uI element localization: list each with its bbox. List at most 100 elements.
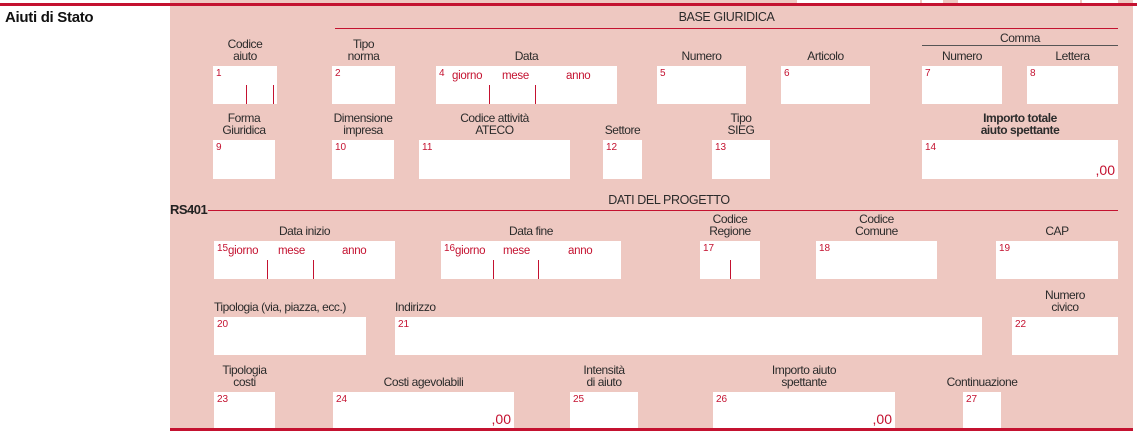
field-number: 24 [336, 394, 348, 405]
digit-separator [273, 85, 274, 104]
field-number: 2 [335, 68, 341, 79]
digit-separator [538, 260, 539, 279]
field-number: 11 [422, 142, 433, 153]
date-day-label: giorno [228, 245, 259, 257]
field-4-input[interactable]: Data 4 giorno mese anno [436, 50, 617, 104]
field-13-label: Tipo SIEG [727, 111, 755, 137]
date-day-label: giorno [455, 245, 486, 257]
digit-separator [489, 85, 490, 104]
date-month-label: mese [502, 70, 529, 82]
date-month-label: mese [503, 245, 530, 257]
field-1-input[interactable]: Codice aiuto 1 [213, 38, 277, 104]
row-code: RS401 [170, 202, 208, 217]
field-number: 7 [925, 68, 931, 79]
dati-progetto-heading: DATI DEL PROGETTO [608, 193, 730, 207]
section-title: Aiuti di Stato [5, 9, 94, 26]
field-number: 1 [216, 68, 222, 79]
form-panel [170, 0, 1133, 430]
field-2-input[interactable]: Tipo norma 2 [332, 38, 395, 104]
digit-separator [246, 85, 247, 104]
field-13-input[interactable]: Tipo SIEG 13 [712, 112, 770, 179]
base-giuridica-rule [335, 28, 1118, 29]
field-10-label: Dimensione impresa [333, 111, 393, 137]
digit-separator [535, 85, 536, 104]
field-27-input[interactable]: Continuazione 27 [947, 376, 1018, 428]
field-number: 22 [1015, 319, 1027, 330]
comma-rule [922, 45, 1118, 46]
field-12-input[interactable]: Settore 12 [603, 124, 642, 179]
field-27-label: Continuazione [946, 375, 1018, 389]
date-year-label: anno [566, 70, 591, 82]
field-24-input[interactable]: Costi agevolabili 24 ,00 [333, 376, 514, 428]
field-20-input[interactable]: Tipologia (via, piazza, ecc.) 20 [214, 301, 366, 355]
field-number: 23 [217, 394, 229, 405]
field-16-input[interactable]: Data fine 16 giorno mese anno [441, 225, 621, 279]
field-15-input[interactable]: Data inizio 15 giorno mese anno [214, 225, 395, 279]
field-14-input[interactable]: Importo totale aiuto spettante 14 ,00 [922, 112, 1118, 179]
field-26-input[interactable]: Importo aiuto spettante 26 ,00 [713, 364, 895, 428]
field-number: 18 [819, 243, 831, 254]
field-2-label: Tipo norma [347, 37, 380, 63]
field-number: 13 [715, 142, 727, 153]
field-20-label: Tipologia (via, piazza, ecc.) [214, 300, 346, 314]
field-number: 6 [784, 68, 790, 79]
field-21-label: Indirizzo [395, 300, 436, 314]
field-number: 25 [573, 394, 585, 405]
field-7-input[interactable]: Numero 7 [922, 50, 1002, 104]
comma-heading: Comma [999, 31, 1040, 45]
field-6-label: Articolo [807, 49, 844, 63]
bottom-divider [170, 428, 1133, 431]
digit-separator [493, 260, 494, 279]
prev-field-box [1082, 0, 1118, 3]
field-number: 27 [966, 394, 978, 405]
prev-field-box [797, 0, 920, 3]
field-9-input[interactable]: Forma Giuridica 9 [213, 112, 275, 179]
field-8-label: Lettera [1055, 49, 1090, 63]
field-number: 19 [999, 243, 1011, 254]
field-number: 21 [398, 319, 410, 330]
date-month-label: mese [278, 245, 305, 257]
field-14-label: Importo totale aiuto spettante [980, 111, 1060, 137]
field-19-label: CAP [1045, 224, 1069, 238]
field-23-label: Tipologia costi [222, 363, 267, 389]
digit-separator [730, 260, 731, 279]
field-5-input[interactable]: Numero 5 [657, 50, 746, 104]
field-5-label: Numero [681, 49, 722, 63]
field-10-input[interactable]: Dimensione impresa 10 [332, 112, 394, 179]
field-25-label: Intensità di aiuto [583, 363, 625, 389]
field-17-input[interactable]: Codice Regione 17 [700, 213, 760, 279]
dati-progetto-rule [208, 210, 1118, 211]
field-11-label: Codice attività ATECO [460, 111, 529, 137]
field-12-label: Settore [604, 123, 641, 137]
date-year-label: anno [568, 245, 593, 257]
field-11-input[interactable]: Codice attività ATECO 11 [419, 112, 570, 179]
field-19-input[interactable]: CAP 19 [996, 225, 1118, 279]
field-number: 8 [1030, 68, 1036, 79]
field-number: 16 [444, 243, 456, 254]
decimal-suffix: ,00 [1095, 162, 1115, 178]
field-16-label: Data fine [509, 224, 553, 238]
field-1-label: Codice aiuto [227, 37, 263, 63]
field-22-input[interactable]: Numero civico 22 [1012, 289, 1118, 355]
field-18-input[interactable]: Codice Comune 18 [816, 213, 937, 279]
field-15-label: Data inizio [278, 224, 331, 238]
field-number: 17 [703, 243, 715, 254]
field-number: 10 [335, 142, 347, 153]
date-year-label: anno [342, 245, 367, 257]
digit-separator [313, 260, 314, 279]
field-23-input[interactable]: Tipologia costi 23 [214, 364, 275, 428]
field-number: 5 [660, 68, 666, 79]
field-26-label: Importo aiuto spettante [771, 363, 837, 389]
field-7-label: Numero [942, 49, 982, 63]
field-number: 4 [439, 68, 445, 79]
field-number: 15 [217, 243, 229, 254]
prev-field-box [958, 0, 1080, 3]
field-25-input[interactable]: Intensità di aiuto 25 [570, 364, 638, 428]
date-day-label: giorno [452, 70, 483, 82]
digit-separator [267, 260, 268, 279]
prev-field-box [922, 0, 943, 3]
field-8-input[interactable]: Lettera 8 [1027, 50, 1118, 104]
field-6-input[interactable]: Articolo 6 [781, 50, 870, 104]
field-21-input[interactable]: Indirizzo 21 [395, 301, 982, 355]
field-number: 14 [925, 142, 937, 153]
